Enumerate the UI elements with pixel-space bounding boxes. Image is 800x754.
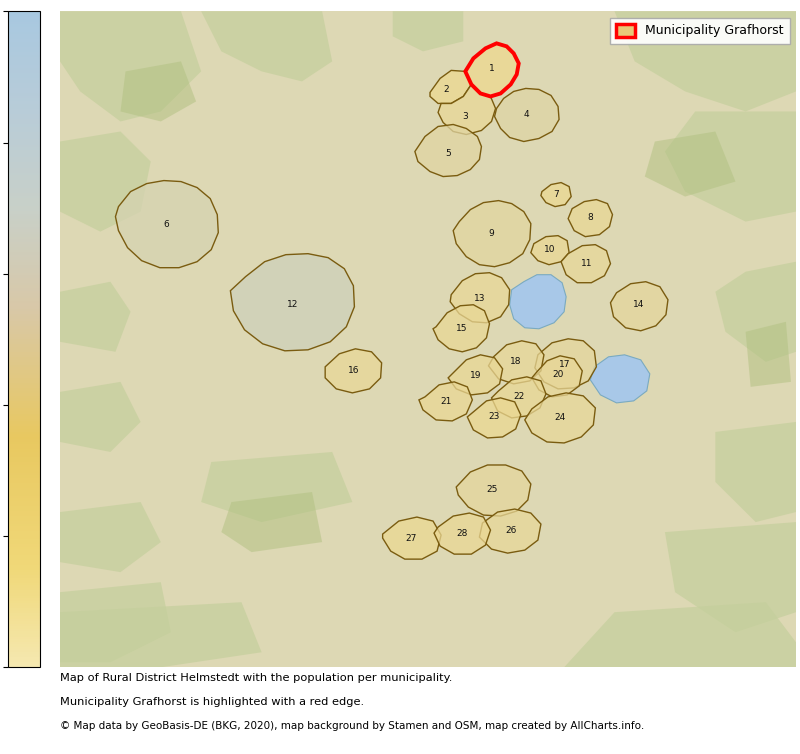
Text: 13: 13 xyxy=(474,294,485,303)
Text: 7: 7 xyxy=(553,190,559,199)
Text: Map of Rural District Helmstedt with the population per municipality.: Map of Rural District Helmstedt with the… xyxy=(60,673,452,682)
Polygon shape xyxy=(450,273,510,323)
Text: 21: 21 xyxy=(441,397,452,406)
Text: 22: 22 xyxy=(513,392,524,401)
Text: 26: 26 xyxy=(505,526,516,535)
Polygon shape xyxy=(325,349,382,393)
Polygon shape xyxy=(491,377,546,418)
Text: 27: 27 xyxy=(405,534,417,543)
Polygon shape xyxy=(610,282,668,331)
Text: 4: 4 xyxy=(524,110,530,119)
Polygon shape xyxy=(541,182,571,207)
Text: 10: 10 xyxy=(544,245,556,254)
Polygon shape xyxy=(645,131,735,197)
Polygon shape xyxy=(564,602,796,667)
Text: © Map data by GeoBasis-DE (BKG, 2020), map background by Stamen and OSM, map cre: © Map data by GeoBasis-DE (BKG, 2020), m… xyxy=(60,721,644,731)
Text: 1: 1 xyxy=(489,64,494,73)
Polygon shape xyxy=(494,88,559,142)
Polygon shape xyxy=(568,200,613,237)
Text: 8: 8 xyxy=(587,213,593,222)
Polygon shape xyxy=(454,201,531,267)
Text: 5: 5 xyxy=(446,149,451,158)
Text: 15: 15 xyxy=(455,324,467,333)
Polygon shape xyxy=(60,502,161,572)
Text: 16: 16 xyxy=(348,366,359,375)
Polygon shape xyxy=(230,253,354,351)
Polygon shape xyxy=(665,522,796,633)
Polygon shape xyxy=(456,465,531,516)
Polygon shape xyxy=(614,11,796,112)
Polygon shape xyxy=(434,513,490,554)
Polygon shape xyxy=(531,236,569,265)
Text: 25: 25 xyxy=(487,485,498,494)
Polygon shape xyxy=(466,44,518,97)
Text: 9: 9 xyxy=(489,229,494,238)
Polygon shape xyxy=(201,11,332,81)
Text: 24: 24 xyxy=(554,413,566,422)
Polygon shape xyxy=(532,356,582,397)
Polygon shape xyxy=(535,339,596,389)
Polygon shape xyxy=(115,180,218,268)
Polygon shape xyxy=(448,355,502,395)
Text: 2: 2 xyxy=(443,85,449,94)
Text: 3: 3 xyxy=(462,112,468,121)
Polygon shape xyxy=(510,274,566,329)
Polygon shape xyxy=(746,322,791,387)
Text: 19: 19 xyxy=(470,372,481,380)
Text: 28: 28 xyxy=(457,529,468,538)
Polygon shape xyxy=(430,70,471,103)
Polygon shape xyxy=(60,11,201,121)
Polygon shape xyxy=(419,382,472,421)
Polygon shape xyxy=(590,355,650,403)
Polygon shape xyxy=(201,452,352,522)
Polygon shape xyxy=(382,517,441,559)
Text: 23: 23 xyxy=(489,412,500,421)
Polygon shape xyxy=(60,602,262,667)
Polygon shape xyxy=(393,11,463,51)
Text: Municipality Grafhorst is highlighted with a red edge.: Municipality Grafhorst is highlighted wi… xyxy=(60,697,364,706)
Polygon shape xyxy=(715,422,796,522)
Text: 14: 14 xyxy=(633,300,645,309)
Polygon shape xyxy=(415,124,482,176)
Polygon shape xyxy=(665,112,796,222)
Polygon shape xyxy=(561,244,610,283)
Text: 6: 6 xyxy=(163,220,169,229)
Polygon shape xyxy=(433,305,490,352)
Text: 11: 11 xyxy=(581,259,592,268)
Polygon shape xyxy=(715,262,796,362)
Text: 18: 18 xyxy=(510,357,522,366)
Legend: Municipality Grafhorst: Municipality Grafhorst xyxy=(610,17,790,44)
Polygon shape xyxy=(438,84,495,134)
Polygon shape xyxy=(60,11,796,667)
Polygon shape xyxy=(489,341,544,384)
Polygon shape xyxy=(222,492,322,552)
Text: 12: 12 xyxy=(287,300,298,309)
Polygon shape xyxy=(525,393,595,443)
Polygon shape xyxy=(479,509,541,553)
Polygon shape xyxy=(467,398,521,438)
Polygon shape xyxy=(121,61,196,121)
Text: 17: 17 xyxy=(559,360,571,369)
Polygon shape xyxy=(60,131,150,231)
Polygon shape xyxy=(60,382,141,452)
Text: 20: 20 xyxy=(552,370,564,379)
Polygon shape xyxy=(60,582,171,662)
Polygon shape xyxy=(60,282,130,352)
